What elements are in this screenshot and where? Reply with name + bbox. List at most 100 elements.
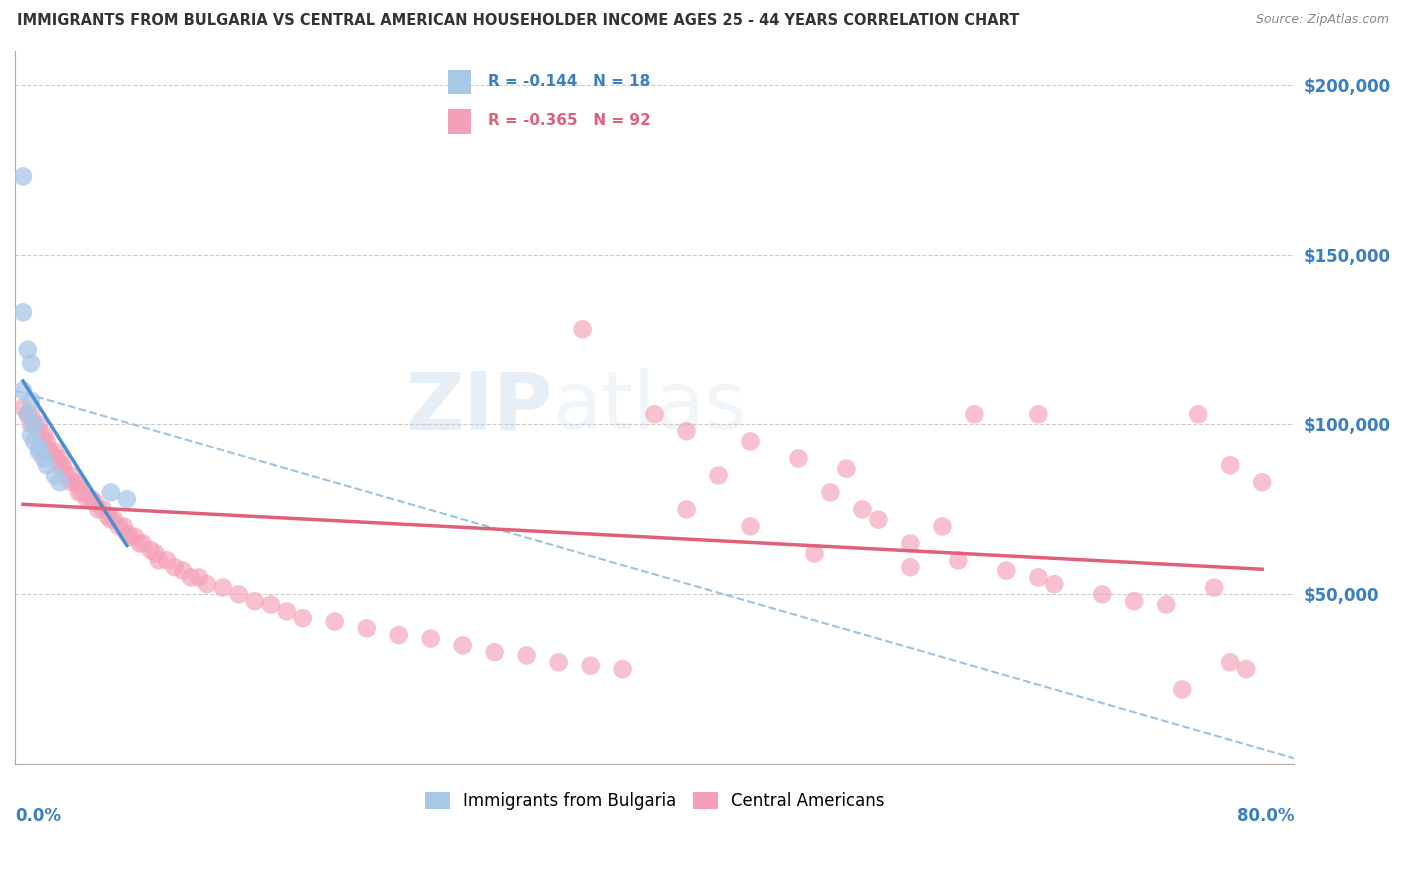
Point bbox=[1219, 656, 1241, 670]
Point bbox=[156, 553, 179, 567]
Point bbox=[49, 451, 72, 466]
Point bbox=[516, 648, 538, 663]
Text: IMMIGRANTS FROM BULGARIA VS CENTRAL AMERICAN HOUSEHOLDER INCOME AGES 25 - 44 YEA: IMMIGRANTS FROM BULGARIA VS CENTRAL AMER… bbox=[17, 13, 1019, 29]
Point bbox=[11, 384, 34, 398]
Point bbox=[740, 434, 762, 449]
Point bbox=[28, 444, 51, 458]
Point bbox=[948, 553, 970, 567]
Point bbox=[243, 594, 266, 608]
Point bbox=[547, 656, 569, 670]
Point bbox=[67, 485, 90, 500]
Point bbox=[124, 530, 146, 544]
Point bbox=[484, 645, 506, 659]
Point bbox=[1026, 407, 1049, 421]
Point bbox=[17, 407, 39, 421]
Point bbox=[139, 543, 162, 558]
Point bbox=[172, 564, 194, 578]
Point bbox=[52, 461, 75, 475]
Point bbox=[356, 621, 378, 635]
Point bbox=[52, 458, 75, 473]
Point bbox=[1187, 407, 1209, 421]
Point bbox=[65, 475, 87, 490]
Point bbox=[28, 417, 51, 432]
Point bbox=[11, 169, 34, 184]
Point bbox=[11, 401, 34, 415]
Point bbox=[675, 502, 697, 516]
Point bbox=[35, 442, 58, 456]
Point bbox=[84, 495, 107, 509]
Point bbox=[115, 526, 138, 541]
Point bbox=[120, 530, 142, 544]
Point bbox=[55, 468, 77, 483]
Point bbox=[87, 502, 110, 516]
Point bbox=[17, 343, 39, 357]
Point bbox=[571, 322, 593, 336]
Point bbox=[291, 611, 314, 625]
Point bbox=[49, 458, 72, 473]
Point bbox=[835, 461, 858, 475]
Point bbox=[148, 553, 170, 567]
Point bbox=[1123, 594, 1146, 608]
Point bbox=[115, 492, 138, 507]
Point bbox=[612, 662, 634, 676]
Point bbox=[103, 513, 125, 527]
Point bbox=[1043, 577, 1066, 591]
Point bbox=[1204, 581, 1226, 595]
Point bbox=[419, 632, 441, 646]
Point bbox=[187, 570, 209, 584]
Point bbox=[963, 407, 986, 421]
Point bbox=[22, 417, 45, 432]
Text: Source: ZipAtlas.com: Source: ZipAtlas.com bbox=[1256, 13, 1389, 27]
Point bbox=[195, 577, 218, 591]
Point bbox=[70, 485, 93, 500]
Text: 0.0%: 0.0% bbox=[15, 807, 60, 825]
Point bbox=[128, 536, 150, 550]
Point bbox=[108, 519, 131, 533]
Point bbox=[28, 442, 51, 456]
Point bbox=[97, 509, 120, 524]
Point bbox=[1091, 587, 1114, 601]
Point bbox=[1219, 458, 1241, 473]
Point bbox=[67, 478, 90, 492]
Point bbox=[80, 492, 103, 507]
Point bbox=[145, 547, 167, 561]
Point bbox=[22, 417, 45, 432]
Point bbox=[1171, 682, 1194, 697]
Point bbox=[1154, 598, 1177, 612]
Point bbox=[20, 407, 42, 421]
Point bbox=[579, 658, 602, 673]
Point bbox=[803, 547, 825, 561]
Point bbox=[22, 434, 45, 449]
Point bbox=[323, 615, 346, 629]
Point bbox=[39, 444, 62, 458]
Point bbox=[388, 628, 411, 642]
Point bbox=[820, 485, 842, 500]
Point bbox=[76, 492, 98, 507]
Text: atlas: atlas bbox=[553, 368, 747, 447]
Point bbox=[49, 475, 72, 490]
Point bbox=[32, 427, 55, 442]
Point bbox=[707, 468, 730, 483]
Point bbox=[44, 451, 66, 466]
Point bbox=[100, 485, 122, 500]
Point bbox=[132, 536, 155, 550]
Point bbox=[228, 587, 250, 601]
Point bbox=[20, 427, 42, 442]
Point bbox=[28, 424, 51, 438]
Point bbox=[35, 434, 58, 449]
Point bbox=[112, 519, 135, 533]
Point bbox=[32, 451, 55, 466]
Text: ZIP: ZIP bbox=[405, 368, 553, 447]
Point bbox=[163, 560, 186, 574]
Point bbox=[100, 513, 122, 527]
Point bbox=[451, 638, 474, 652]
Point bbox=[91, 502, 114, 516]
Point bbox=[35, 458, 58, 473]
Point bbox=[212, 581, 235, 595]
Point bbox=[11, 305, 34, 319]
Point bbox=[851, 502, 873, 516]
Point bbox=[59, 475, 82, 490]
Point bbox=[900, 536, 922, 550]
Point bbox=[20, 393, 42, 408]
Point bbox=[260, 598, 283, 612]
